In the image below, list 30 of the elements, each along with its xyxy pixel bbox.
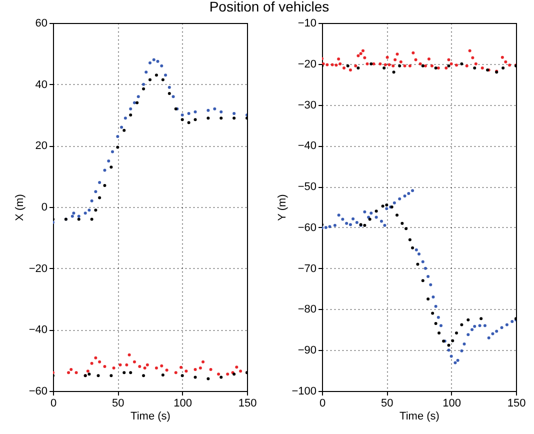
x-tick-label: 150 [507, 398, 526, 410]
x-tick-label: 100 [174, 398, 192, 410]
y-tick-label: −10 [298, 18, 316, 30]
x-tick-label: 50 [112, 398, 124, 410]
y-tick-label: −100 [292, 386, 316, 398]
y-axis-title: X (m) [14, 194, 26, 221]
y-tick-label: −20 [28, 262, 48, 275]
x-tick-label: 150 [238, 398, 257, 410]
y-tick-label: −50 [298, 181, 316, 194]
y-tick-label: −80 [298, 304, 316, 316]
y-tick-label: −20 [298, 58, 316, 70]
y-tick-label: −60 [28, 386, 48, 398]
y-tick-label: 60 [35, 18, 48, 30]
y-axis-title: Y (m) [276, 194, 289, 221]
x-tick-label: 50 [381, 398, 394, 410]
y-tick-label: 0 [41, 202, 48, 214]
chart-title: Position of vehicles [209, 0, 330, 14]
y-tick-label: −70 [298, 262, 316, 275]
x-tick-label: 0 [319, 398, 326, 410]
y-tick-label: −40 [28, 324, 48, 336]
x-axis-title: Time (s) [400, 410, 440, 422]
y-tick-label: 40 [35, 78, 48, 91]
y-tick-label: 20 [35, 140, 48, 152]
x-tick-label: 0 [50, 398, 57, 410]
x-axis-title: Time (s) [130, 410, 170, 422]
y-tick-label: −60 [298, 222, 316, 234]
y-tick-label: −90 [298, 344, 316, 357]
x-tick-label: 100 [442, 398, 462, 410]
y-tick-label: −30 [298, 99, 316, 112]
y-tick-label: −40 [298, 140, 316, 152]
